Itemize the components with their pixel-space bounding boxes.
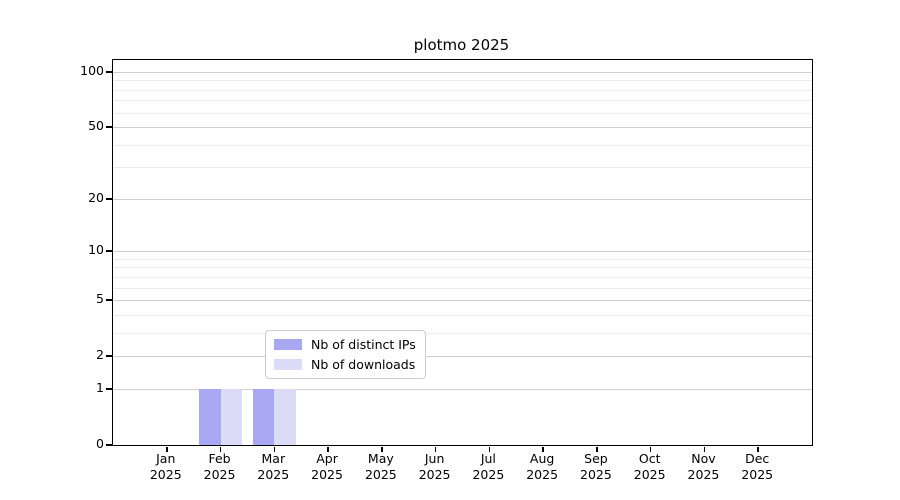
x-label-month: Nov [691,451,716,466]
x-label-year: 2025 [149,466,182,482]
gridline-minor [113,276,812,278]
y-axis-tick-label: 0 [96,436,104,451]
x-axis-tick [757,446,759,452]
legend: Nb of distinct IPs Nb of downloads [265,330,426,379]
gridline-minor [113,267,812,269]
bar-nb-of-distinct-ips [252,388,275,445]
y-axis-tick [106,388,112,390]
gridline-minor [113,144,812,146]
gridline-major [113,356,812,358]
x-label-month: Jan [156,451,176,466]
x-label-year: 2025 [741,466,774,482]
x-axis-tick [381,446,383,452]
y-axis-tick-label: 2 [96,347,104,363]
y-axis-tick [106,71,112,73]
gridline-minor [113,258,812,260]
x-axis-tick [596,446,598,452]
x-axis-tick-label: Mar 2025 [237,451,309,482]
x-axis-tick [703,446,706,452]
x-label-month: Dec [745,451,770,466]
x-axis-tick [166,446,168,452]
x-label-month: Oct [638,451,661,466]
y-axis-tick [106,444,112,446]
bar-nb-of-downloads [220,388,243,445]
plot-area [106,59,813,452]
y-axis-tick-label: 10 [88,242,104,258]
x-label-month: Sep [584,451,608,466]
x-label-year: 2025 [580,466,612,482]
x-axis-tick [219,446,222,452]
x-label-month: Jul [480,451,496,466]
x-label-month: Jun [424,451,445,466]
gridline-minor [113,89,812,91]
legend-swatch-distinct-ips [274,339,302,350]
x-label-year: 2025 [364,466,397,482]
x-label-year: 2025 [526,466,559,482]
x-axis-tick [488,446,491,452]
gridline-major [113,198,812,200]
gridline-major [113,127,812,129]
x-axis-tick [434,446,437,452]
chart-title: plotmo 2025 [413,36,510,54]
y-axis-tick [106,198,112,200]
x-axis-tick [273,446,276,452]
x-label-year: 2025 [203,466,236,482]
legend-swatch-downloads [274,359,302,370]
y-axis-tick [106,299,112,301]
legend-item-downloads: Nb of downloads [274,357,416,372]
gridline-minor [113,287,812,289]
x-label-year: 2025 [687,466,720,482]
y-axis-tick-label: 50 [88,118,104,134]
gridline-minor [113,167,812,169]
y-axis-tick-label: 20 [88,189,104,205]
x-label-month: Feb [208,451,231,466]
gridline-major [113,251,812,253]
x-axis-tick-label: Oct 2025 [614,451,686,482]
x-axis-tick-label: Jul 2025 [452,451,524,482]
legend-label-downloads: Nb of downloads [311,357,416,372]
gridline-minor [113,100,812,102]
x-label-year: 2025 [257,466,290,482]
x-axis-tick-label: May 2025 [345,451,417,482]
bar-nb-of-distinct-ips [199,388,221,445]
x-axis-tick [327,446,329,452]
x-label-year: 2025 [418,466,451,482]
gridline-minor [113,314,812,316]
x-axis-tick-label: Dec 2025 [721,451,793,482]
x-axis-tick-label: Jan 2025 [130,451,202,482]
y-axis-tick-label: 1 [96,379,104,395]
bar-nb-of-downloads [274,388,296,445]
gridline-minor [113,332,812,334]
y-axis-tick [106,355,112,357]
y-axis-tick [106,250,112,252]
x-axis-tick-label: Nov 2025 [667,451,739,482]
x-axis-tick [542,446,544,452]
x-axis-tick-label: Sep 2025 [560,451,632,482]
legend-label-distinct-ips: Nb of distinct IPs [311,337,416,352]
y-axis-tick [106,126,112,128]
y-axis-tick-label: 5 [96,291,104,307]
gridline-major [113,300,812,302]
x-label-month: May [367,451,394,466]
x-label-year: 2025 [633,466,666,482]
x-axis-tick-label: Jun 2025 [399,451,471,482]
x-label-month: Apr [316,451,338,466]
x-label-year: 2025 [311,466,343,482]
x-label-year: 2025 [472,466,505,482]
x-axis-tick-label: Apr 2025 [291,451,363,482]
x-axis-tick-label: Feb 2025 [184,451,256,482]
gridline-minor [113,80,812,82]
gridline-minor [113,112,812,114]
y-axis-tick-label: 100 [80,62,104,78]
x-label-month: Mar [261,451,286,466]
x-axis-tick-label: Aug 2025 [506,451,578,482]
legend-item-distinct-ips: Nb of distinct IPs [274,337,416,352]
x-axis-tick [649,446,652,452]
gridline-major [113,71,812,73]
x-label-month: Aug [529,451,555,466]
